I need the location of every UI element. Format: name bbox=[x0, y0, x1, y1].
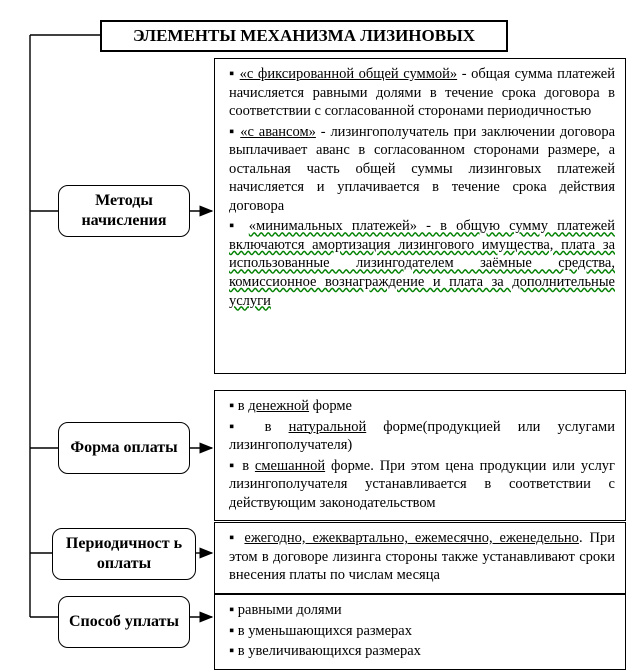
diagram-canvas: ЭЛЕМЕНТЫ МЕХАНИЗМА ЛИЗИНОВЫХ Методы начи… bbox=[0, 0, 641, 669]
desc-item: ▪ в уменьшающихся размерах bbox=[229, 622, 615, 641]
desc-item: ▪ равными долями bbox=[229, 601, 615, 620]
node-way: Способ уплаты bbox=[58, 596, 190, 648]
node-methods: Методы начисления bbox=[58, 185, 190, 237]
desc-item: ▪ в увеличивающихся размерах bbox=[229, 642, 615, 661]
desc-methods: ▪ «с фиксированной общей суммой» - общая… bbox=[214, 58, 626, 374]
title-text: ЭЛЕМЕНТЫ МЕХАНИЗМА ЛИЗИНОВЫХ bbox=[133, 26, 475, 45]
desc-form: ▪ в денежной форме ▪ в натуральной форме(… bbox=[214, 390, 626, 521]
desc-period: ▪ ежегодно, ежеквартально, ежемесячно, е… bbox=[214, 522, 626, 594]
diagram-title: ЭЛЕМЕНТЫ МЕХАНИЗМА ЛИЗИНОВЫХ bbox=[100, 20, 508, 52]
desc-item: ▪ «с фиксированной общей суммой» - общая… bbox=[229, 65, 615, 121]
desc-item: ▪ в смешанной форме. При этом цена проду… bbox=[229, 457, 615, 513]
desc-way: ▪ равными долями ▪ в уменьшающихся размер… bbox=[214, 594, 626, 670]
desc-item: ▪ в натуральной форме(продукцией или усл… bbox=[229, 418, 615, 455]
node-period: Периодичност ь оплаты bbox=[52, 528, 196, 580]
desc-item: ▪ ежегодно, ежеквартально, ежемесячно, е… bbox=[229, 529, 615, 585]
node-form: Форма оплаты bbox=[58, 422, 190, 474]
desc-item: ▪ «с авансом» - лизингополучатель при за… bbox=[229, 123, 615, 216]
desc-item: ▪ «минимальных платежей» - в общую сумму… bbox=[229, 217, 615, 310]
desc-item: ▪ в денежной форме bbox=[229, 397, 615, 416]
